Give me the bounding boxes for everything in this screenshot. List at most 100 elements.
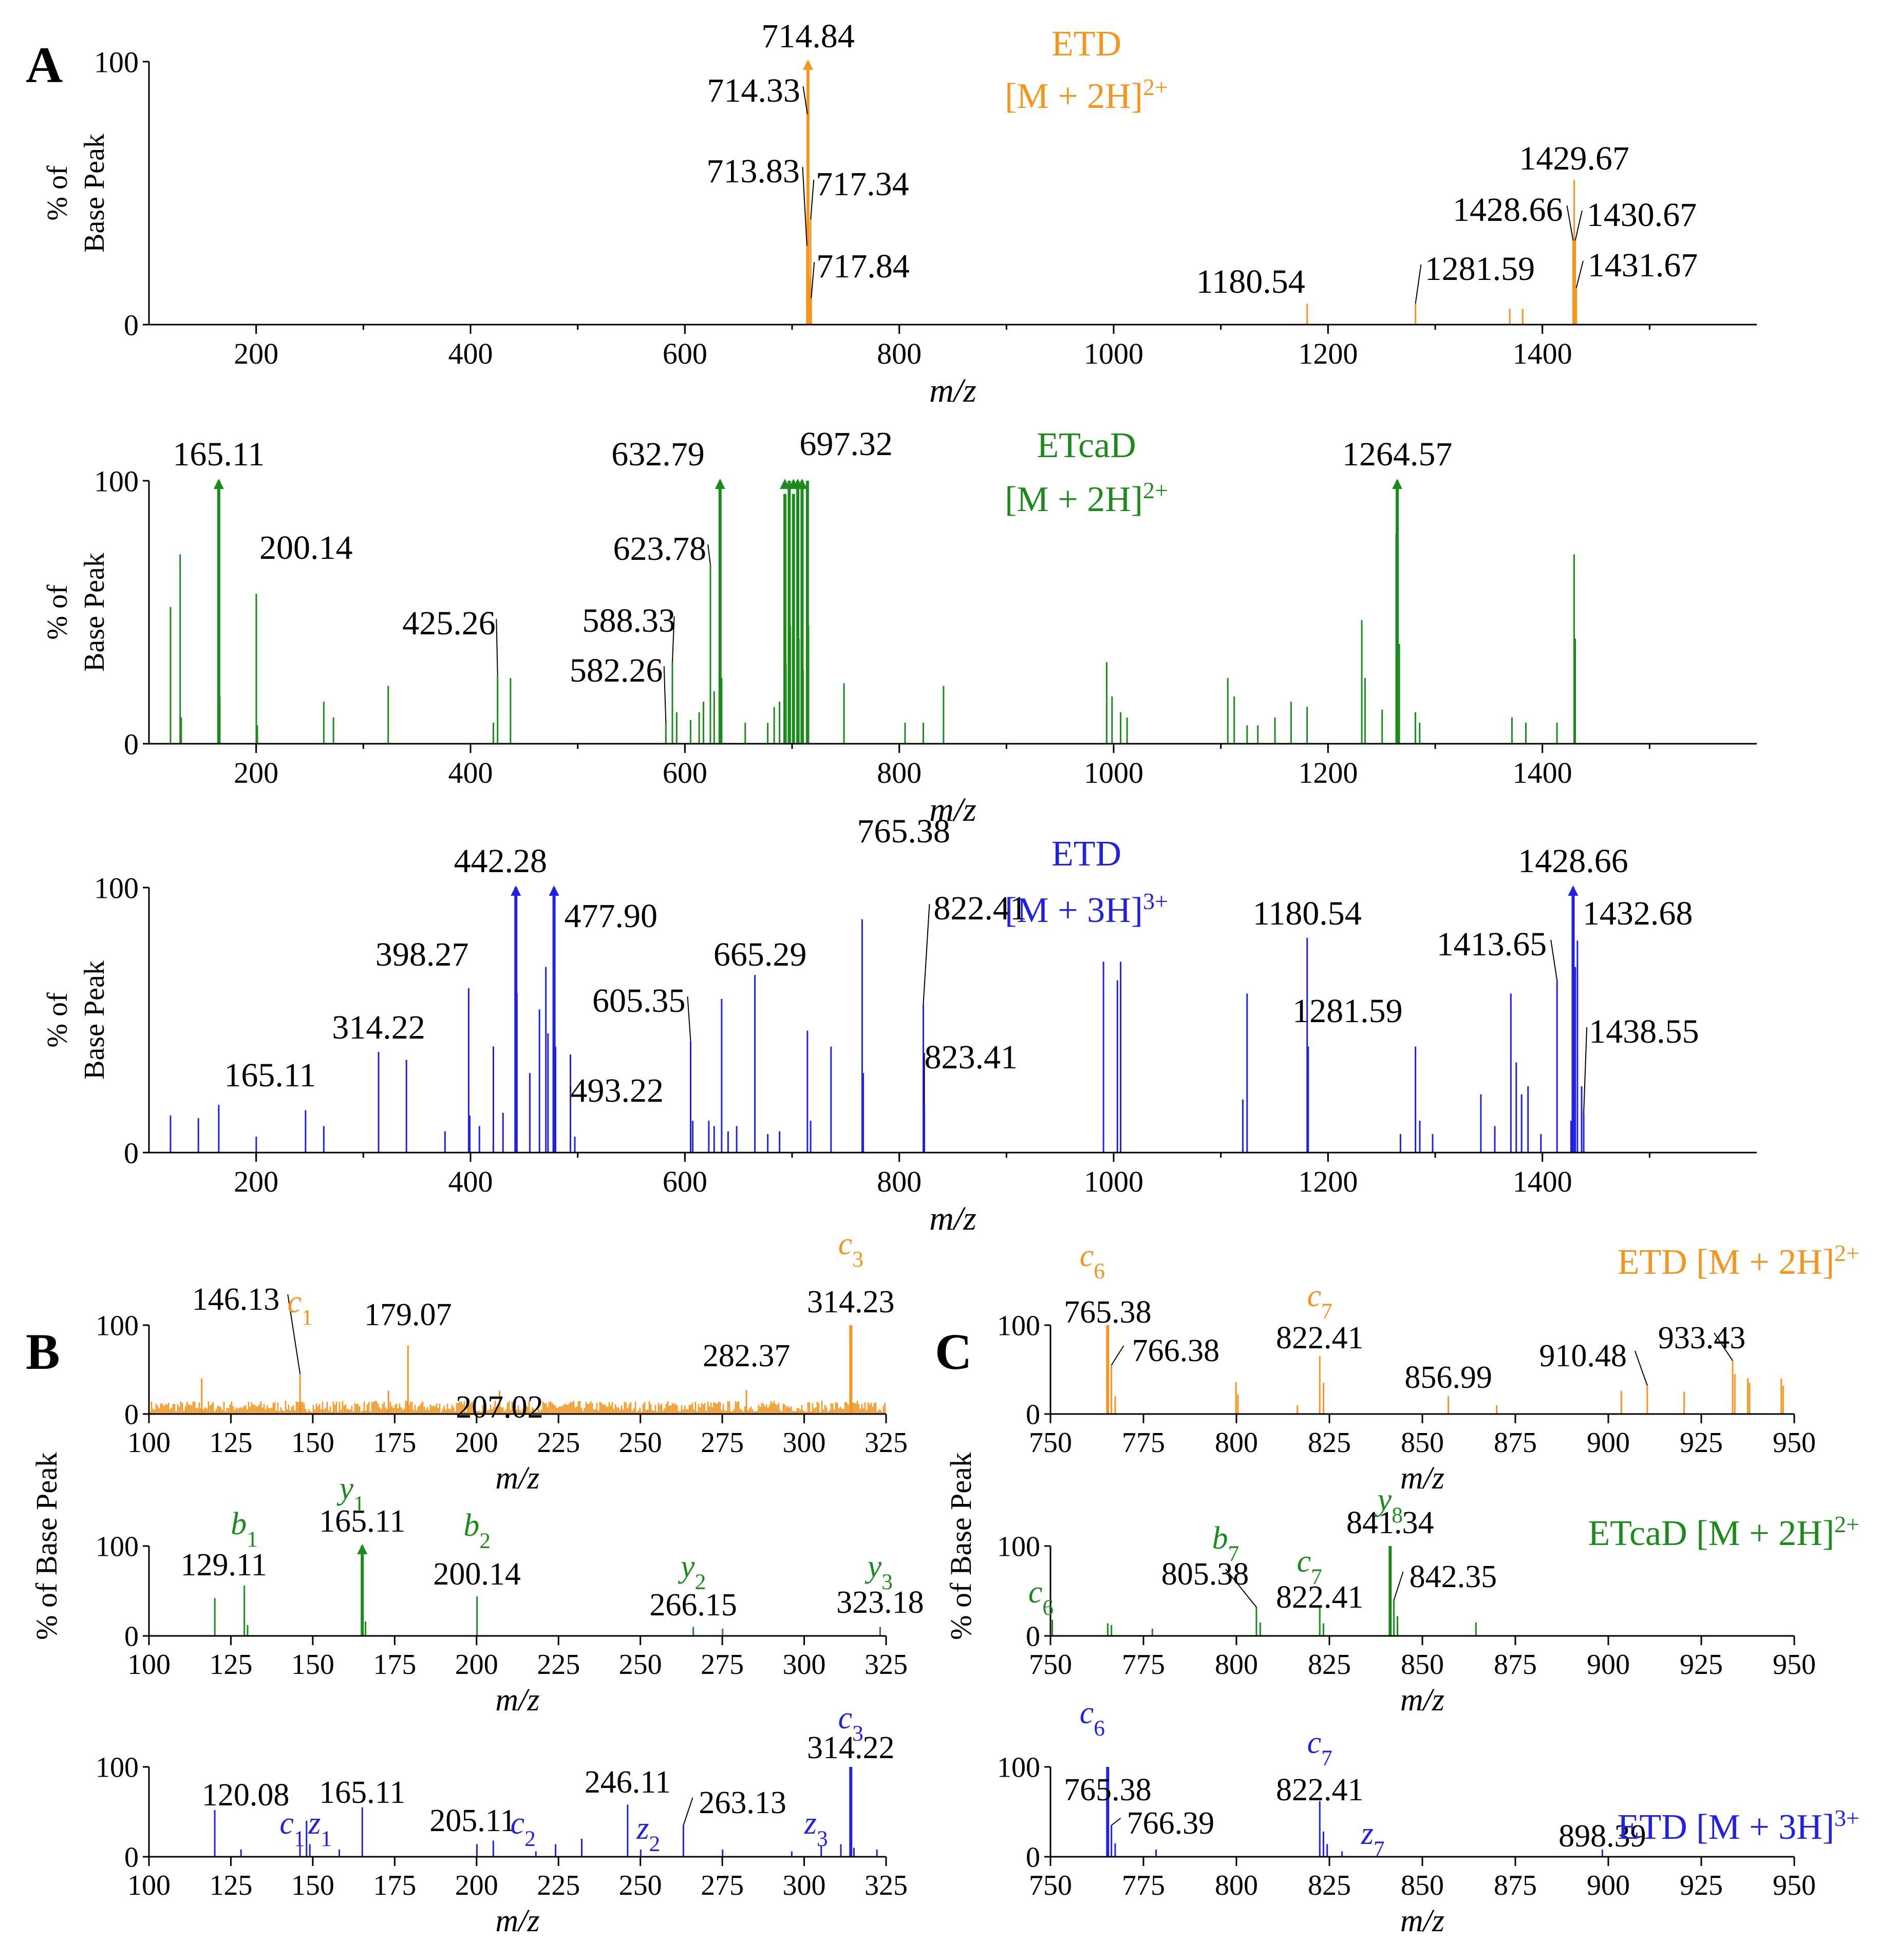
x-tick-label: 200 (455, 1870, 498, 1901)
x-tick-label: 925 (1680, 1870, 1723, 1901)
x-axis-label: m/z (495, 1683, 539, 1718)
ion-label: c6 (1080, 1695, 1105, 1741)
ion-label: z1 (308, 1806, 332, 1851)
peak-label: 477.90 (565, 897, 658, 935)
peak-label: 179.07 (364, 1297, 452, 1332)
x-tick-label: 800 (877, 337, 922, 370)
x-tick-label: 825 (1308, 1649, 1351, 1681)
x-axis-label: m/z (1400, 1461, 1444, 1496)
x-tick-label: 1000 (1084, 337, 1143, 370)
x-tick-label: 275 (701, 1649, 744, 1681)
x-tick-label: 800 (1215, 1649, 1258, 1681)
legend-label: ETD [M + 2H]2+ (1618, 1240, 1860, 1283)
peak-label: 207.02 (456, 1390, 543, 1425)
peak-label: 822.41 (1276, 1773, 1364, 1807)
x-tick-label: 850 (1401, 1870, 1444, 1901)
x-tick-label: 600 (663, 337, 707, 370)
label-leader (811, 261, 815, 298)
y-tick-label: 0 (124, 1136, 139, 1170)
x-tick-label: 825 (1308, 1870, 1351, 1901)
x-tick-label: 400 (448, 1165, 493, 1198)
x-tick-label: 125 (209, 1649, 252, 1681)
x-tick-label: 100 (127, 1649, 171, 1681)
y-axis-label: % of Base Peak (944, 1452, 978, 1640)
peak-arrow (549, 885, 559, 896)
peak-label: 713.83 (706, 153, 800, 190)
x-tick-label: 950 (1773, 1649, 1816, 1681)
precursor-label: [M + 2H]2+ (1005, 74, 1168, 117)
peak-label: 841.34 (1346, 1505, 1434, 1540)
peak-label: 200.14 (433, 1557, 521, 1592)
chart-a1: 200 400 600 800 1000 1200 1400 0 100 m/z % of Base … (42, 17, 1757, 409)
x-axis-label: m/z (929, 791, 976, 828)
x-tick-label: 325 (865, 1427, 908, 1459)
x-tick-label: 1400 (1513, 337, 1572, 370)
peak-label: 1432.68 (1583, 895, 1693, 932)
y-tick-label: 100 (96, 1310, 139, 1342)
label-leader (1550, 939, 1558, 981)
x-tick-label: 800 (1215, 1870, 1258, 1901)
x-tick-label: 200 (234, 756, 278, 789)
label-leader (1111, 1345, 1124, 1366)
peak-label: 1430.67 (1587, 196, 1697, 234)
x-tick-label: 1200 (1298, 337, 1358, 370)
x-tick-label: 1000 (1084, 756, 1143, 789)
label-leader (687, 996, 691, 1042)
x-tick-label: 1200 (1298, 1165, 1358, 1198)
x-tick-label: 300 (783, 1427, 826, 1459)
label-leader (707, 544, 711, 565)
y-tick-label: 0 (124, 308, 139, 342)
peak-label: 717.84 (816, 248, 910, 285)
x-axis-label: m/z (1400, 1683, 1444, 1718)
chart-c3: 750 775 800 825 850 875 900 925 950 0 100 m/z 765.38… (997, 1695, 1860, 1938)
peak-label: 165.11 (173, 436, 265, 473)
x-axis-label: m/z (495, 1904, 539, 1938)
peak-label: 129.11 (181, 1548, 267, 1582)
x-tick-label: 800 (877, 756, 922, 789)
ion-label: z3 (804, 1806, 828, 1851)
x-tick-label: 200 (234, 1165, 278, 1198)
peak-label: 714.33 (707, 72, 800, 109)
y-axis-label-line2: Base Peak (79, 134, 110, 253)
peak-label: 165.11 (224, 1057, 316, 1094)
y-tick-label: 0 (124, 1842, 139, 1874)
x-tick-label: 750 (1029, 1870, 1072, 1901)
x-tick-label: 750 (1029, 1427, 1072, 1459)
x-tick-label: 900 (1587, 1649, 1630, 1681)
peak-label: 205.11 (429, 1803, 516, 1838)
peak-arrow (802, 60, 813, 70)
x-tick-label: 600 (663, 1165, 707, 1198)
peak-label: 588.33 (582, 602, 675, 639)
x-tick-label: 200 (455, 1649, 498, 1681)
peak-label: 1281.59 (1425, 250, 1535, 288)
peak-label: 1428.66 (1453, 191, 1563, 229)
peak-label: 1413.65 (1437, 926, 1547, 963)
x-tick-label: 950 (1773, 1870, 1816, 1901)
label-leader (1634, 1350, 1648, 1386)
legend-label: ETD [M + 3H]3+ (1618, 1805, 1860, 1848)
peak-label: 898.39 (1558, 1819, 1646, 1854)
x-tick-label: 250 (619, 1649, 662, 1681)
peak-label: 246.11 (585, 1765, 671, 1800)
label-leader (1583, 1027, 1588, 1113)
peak-label: 146.13 (192, 1282, 280, 1317)
peak-arrow (1392, 479, 1403, 489)
x-tick-label: 225 (537, 1870, 580, 1901)
peak-label: 765.38 (1064, 1773, 1152, 1807)
x-tick-label: 900 (1587, 1870, 1630, 1901)
y-tick-label: 100 (94, 45, 139, 79)
peak-label: 120.08 (202, 1778, 290, 1813)
peak-label: 165.11 (319, 1775, 405, 1810)
peak-label: 1431.67 (1588, 247, 1698, 284)
x-tick-label: 150 (291, 1649, 334, 1681)
x-tick-label: 200 (234, 337, 278, 370)
chart-title: ETD (1051, 24, 1121, 64)
peak-label: 582.26 (570, 652, 663, 689)
peak-label: 200.14 (259, 529, 353, 567)
chart-title: ETcaD (1037, 426, 1136, 465)
y-tick-label: 100 (96, 1752, 139, 1784)
ion-label: z2 (636, 1811, 660, 1856)
peak-label: 933.43 (1658, 1321, 1746, 1355)
chart-b1: 100 125 150 175 200 225 250 275 300 3250100m/z146… (96, 1227, 908, 1496)
